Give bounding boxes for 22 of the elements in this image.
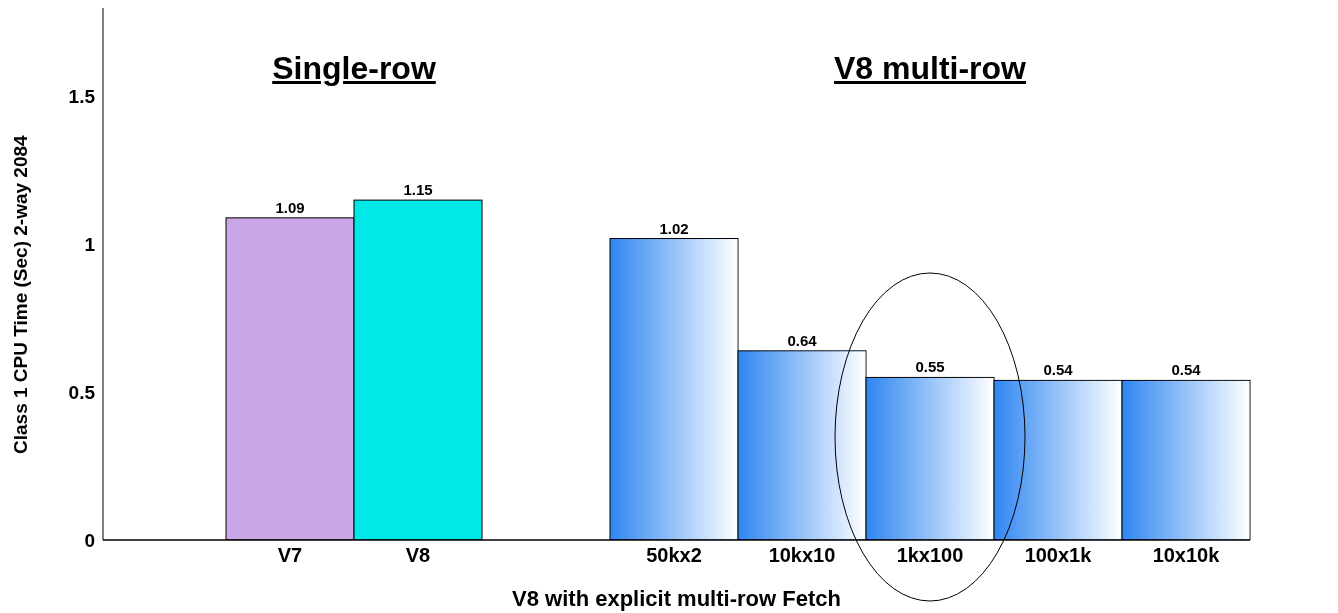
y-axis-title: Class 1 CPU Time (Sec) 2-way 2084	[9, 134, 31, 454]
data-label: 1.02	[659, 219, 689, 237]
data-label: 1.09	[275, 198, 305, 216]
data-label: 1.15	[403, 181, 433, 199]
x-tick-label: V7	[277, 544, 303, 567]
y-tick-label: 1.5	[68, 86, 96, 108]
data-label: 0.55	[915, 358, 945, 376]
annotation: Single-row	[271, 50, 437, 87]
y-tick-label: 0	[84, 529, 95, 551]
annotation: V8 multi-row	[833, 50, 1027, 87]
y-tick-label: 0.5	[68, 381, 96, 403]
x-tick-label: 10x10k	[1152, 544, 1221, 567]
y-tick-label: 1	[84, 234, 96, 256]
x-tick-label: 10kx10	[768, 544, 836, 567]
x-tick-label: 1kx100	[896, 544, 964, 567]
data-label: 0.54	[1171, 361, 1202, 379]
x-tick-label: 100x1k	[1024, 544, 1093, 567]
x-tick-label: V8	[405, 544, 431, 567]
data-label: 0.64	[787, 331, 818, 349]
x-tick-label: 50kx2	[646, 544, 702, 567]
data-label: 0.54	[1043, 361, 1074, 379]
x-axis-title: V8 with explicit multi-row Fetch	[512, 586, 841, 611]
